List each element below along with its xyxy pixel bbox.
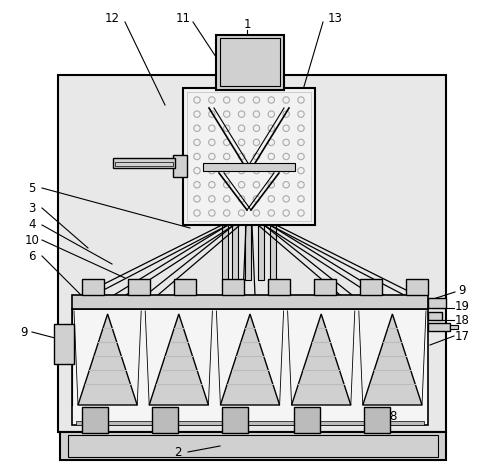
Bar xyxy=(406,279,428,295)
Bar xyxy=(174,279,196,295)
Bar xyxy=(187,92,311,221)
Bar xyxy=(216,35,284,90)
Bar xyxy=(152,407,178,433)
Text: 3: 3 xyxy=(28,202,36,214)
Text: 1: 1 xyxy=(243,18,251,31)
Text: 2: 2 xyxy=(174,446,182,460)
Bar xyxy=(220,38,280,86)
Bar xyxy=(232,225,238,280)
Bar xyxy=(268,279,290,295)
Text: 5: 5 xyxy=(28,182,36,195)
Bar xyxy=(68,435,438,457)
Polygon shape xyxy=(291,314,351,405)
Text: 18: 18 xyxy=(454,313,469,326)
Polygon shape xyxy=(149,314,208,405)
Bar xyxy=(58,75,446,432)
Bar xyxy=(428,323,450,331)
Bar xyxy=(428,298,446,308)
Bar xyxy=(222,279,244,295)
Bar xyxy=(60,432,446,460)
Bar xyxy=(222,225,228,280)
Text: 19: 19 xyxy=(454,300,469,312)
Bar xyxy=(364,407,390,433)
Text: 9: 9 xyxy=(458,283,466,296)
Polygon shape xyxy=(363,314,422,405)
Polygon shape xyxy=(78,314,137,405)
Bar xyxy=(245,225,251,280)
Bar xyxy=(128,279,150,295)
Bar xyxy=(203,163,295,171)
Bar xyxy=(113,158,175,168)
Bar xyxy=(115,162,173,166)
Bar xyxy=(72,309,428,425)
Bar xyxy=(72,295,428,309)
Bar xyxy=(183,88,315,225)
Bar xyxy=(222,407,248,433)
Bar xyxy=(450,325,458,329)
Bar xyxy=(82,407,108,433)
Bar xyxy=(360,279,382,295)
Bar xyxy=(314,279,336,295)
Bar xyxy=(76,421,424,425)
Bar xyxy=(428,312,442,320)
Text: 11: 11 xyxy=(175,12,191,24)
Text: 17: 17 xyxy=(454,330,469,342)
Bar xyxy=(173,155,187,177)
Text: 12: 12 xyxy=(105,12,120,24)
Text: 6: 6 xyxy=(28,250,36,263)
Text: 9: 9 xyxy=(20,325,28,339)
Bar xyxy=(294,407,320,433)
Polygon shape xyxy=(220,314,280,405)
Bar xyxy=(54,324,74,364)
Text: 13: 13 xyxy=(328,12,342,24)
Bar xyxy=(258,225,264,280)
Text: 4: 4 xyxy=(28,219,36,232)
Bar xyxy=(82,279,104,295)
Bar xyxy=(270,225,276,280)
Text: 10: 10 xyxy=(25,234,40,247)
Text: 8: 8 xyxy=(389,409,397,423)
